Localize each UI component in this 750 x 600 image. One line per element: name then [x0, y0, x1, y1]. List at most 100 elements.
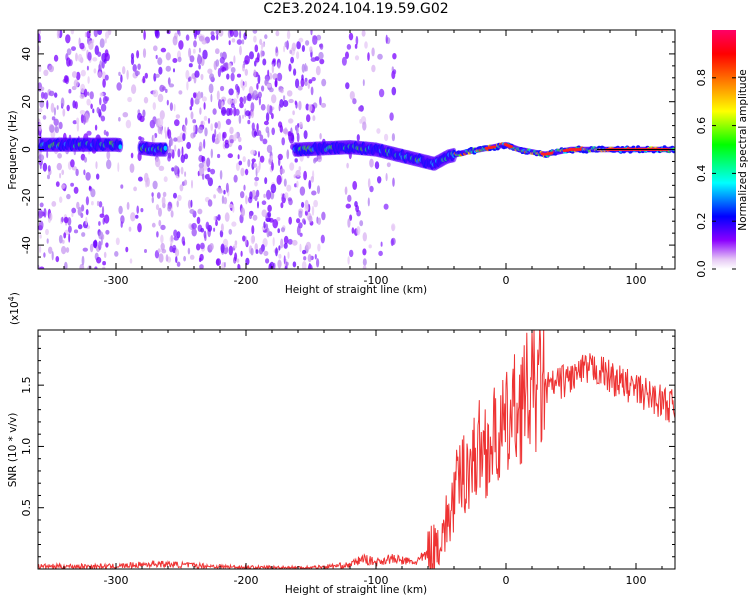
- noise-speckle: [184, 171, 187, 177]
- bottom-x-tick-label: -200: [234, 574, 259, 587]
- noise-speckle: [295, 125, 299, 136]
- noise-speckle: [259, 134, 264, 142]
- noise-speckle: [227, 153, 233, 159]
- noise-speckle: [86, 130, 92, 136]
- noise-speckle: [392, 69, 397, 75]
- noise-speckle: [224, 212, 230, 222]
- noise-speckle: [198, 141, 203, 152]
- noise-speckle: [74, 101, 78, 110]
- noise-speckle: [310, 176, 314, 183]
- noise-speckle: [230, 67, 236, 73]
- bottom-x-tick-label: -300: [104, 574, 129, 587]
- noise-speckle: [77, 53, 83, 62]
- noise-speckle: [352, 98, 357, 105]
- noise-speckle: [220, 85, 225, 92]
- noise-speckle: [167, 145, 171, 152]
- noise-speckle: [188, 63, 193, 68]
- noise-speckle: [303, 256, 307, 261]
- noise-speckle: [367, 178, 371, 189]
- noise-speckle: [207, 167, 211, 173]
- top-x-axis-label: Height of straight line (km): [285, 284, 427, 296]
- noise-speckle: [277, 228, 281, 234]
- noise-speckle: [316, 258, 320, 268]
- noise-speckle: [116, 82, 122, 91]
- noise-speckle: [70, 182, 74, 187]
- noise-speckle: [189, 106, 193, 111]
- noise-speckle: [96, 107, 100, 114]
- noise-speckle: [143, 96, 149, 104]
- noise-speckle: [192, 119, 197, 124]
- noise-speckle: [65, 247, 70, 253]
- noise-speckle: [103, 251, 107, 258]
- noise-speckle: [265, 112, 270, 122]
- noise-speckle: [85, 196, 89, 206]
- noise-speckle: [228, 40, 231, 46]
- noise-speckle: [193, 40, 197, 48]
- noise-speckle: [160, 224, 166, 231]
- noise-speckle: [352, 180, 358, 190]
- noise-speckle: [177, 56, 182, 63]
- noise-speckle: [280, 227, 286, 233]
- noise-speckle: [261, 200, 267, 205]
- noise-speckle: [181, 236, 185, 245]
- noise-speckle: [85, 209, 89, 216]
- noise-speckle: [231, 38, 236, 43]
- noise-speckle: [312, 35, 318, 45]
- noise-speckle: [310, 57, 317, 62]
- noise-speckle: [117, 162, 120, 173]
- noise-speckle: [46, 151, 49, 159]
- noise-speckle: [73, 79, 79, 88]
- noise-speckle: [237, 136, 242, 143]
- noise-speckle: [251, 225, 255, 235]
- noise-speckle: [255, 249, 259, 254]
- noise-speckle: [87, 76, 90, 84]
- noise-speckle: [39, 99, 45, 108]
- noise-speckle: [213, 216, 216, 221]
- noise-speckle: [132, 64, 137, 72]
- noise-speckle: [93, 68, 97, 74]
- noise-speckle: [152, 134, 156, 145]
- noise-speckle: [151, 192, 154, 197]
- noise-speckle: [153, 45, 158, 52]
- noise-speckle: [317, 154, 322, 163]
- noise-speckle: [53, 118, 59, 127]
- noise-speckle: [63, 232, 67, 239]
- noise-speckle: [64, 261, 68, 269]
- noise-speckle: [56, 30, 60, 39]
- noise-speckle: [283, 242, 288, 249]
- noise-speckle: [172, 58, 178, 63]
- noise-speckle: [257, 74, 261, 85]
- noise-speckle: [81, 255, 85, 266]
- top-y-tick-label: 40: [20, 47, 33, 61]
- noise-speckle: [76, 71, 81, 81]
- noise-speckle: [286, 150, 289, 158]
- noise-speckle: [254, 181, 258, 187]
- noise-speckle: [59, 173, 62, 179]
- noise-speckle: [160, 47, 167, 53]
- top-y-tick-label: -20: [20, 188, 33, 206]
- signal-hot: [492, 145, 497, 149]
- noise-speckle: [180, 154, 185, 163]
- noise-speckle: [210, 31, 215, 36]
- noise-speckle: [313, 199, 318, 208]
- noise-speckle: [126, 201, 130, 210]
- noise-speckle: [118, 71, 121, 76]
- noise-speckle: [369, 185, 374, 193]
- noise-speckle: [299, 186, 306, 196]
- noise-speckle: [65, 34, 71, 44]
- noise-speckle: [70, 30, 75, 35]
- noise-speckle: [221, 101, 224, 108]
- noise-speckle: [217, 120, 221, 130]
- noise-speckle: [260, 50, 263, 58]
- noise-speckle: [48, 90, 55, 97]
- noise-speckle: [181, 146, 184, 156]
- colorbar-tick-label: 0.4: [695, 165, 708, 183]
- noise-speckle: [49, 212, 53, 221]
- noise-speckle: [197, 208, 203, 215]
- noise-speckle: [217, 214, 221, 221]
- noise-speckle: [102, 261, 106, 266]
- noise-speckle: [349, 91, 355, 100]
- noise-speckle: [319, 58, 325, 65]
- noise-speckle: [301, 74, 304, 81]
- noise-speckle: [285, 261, 289, 266]
